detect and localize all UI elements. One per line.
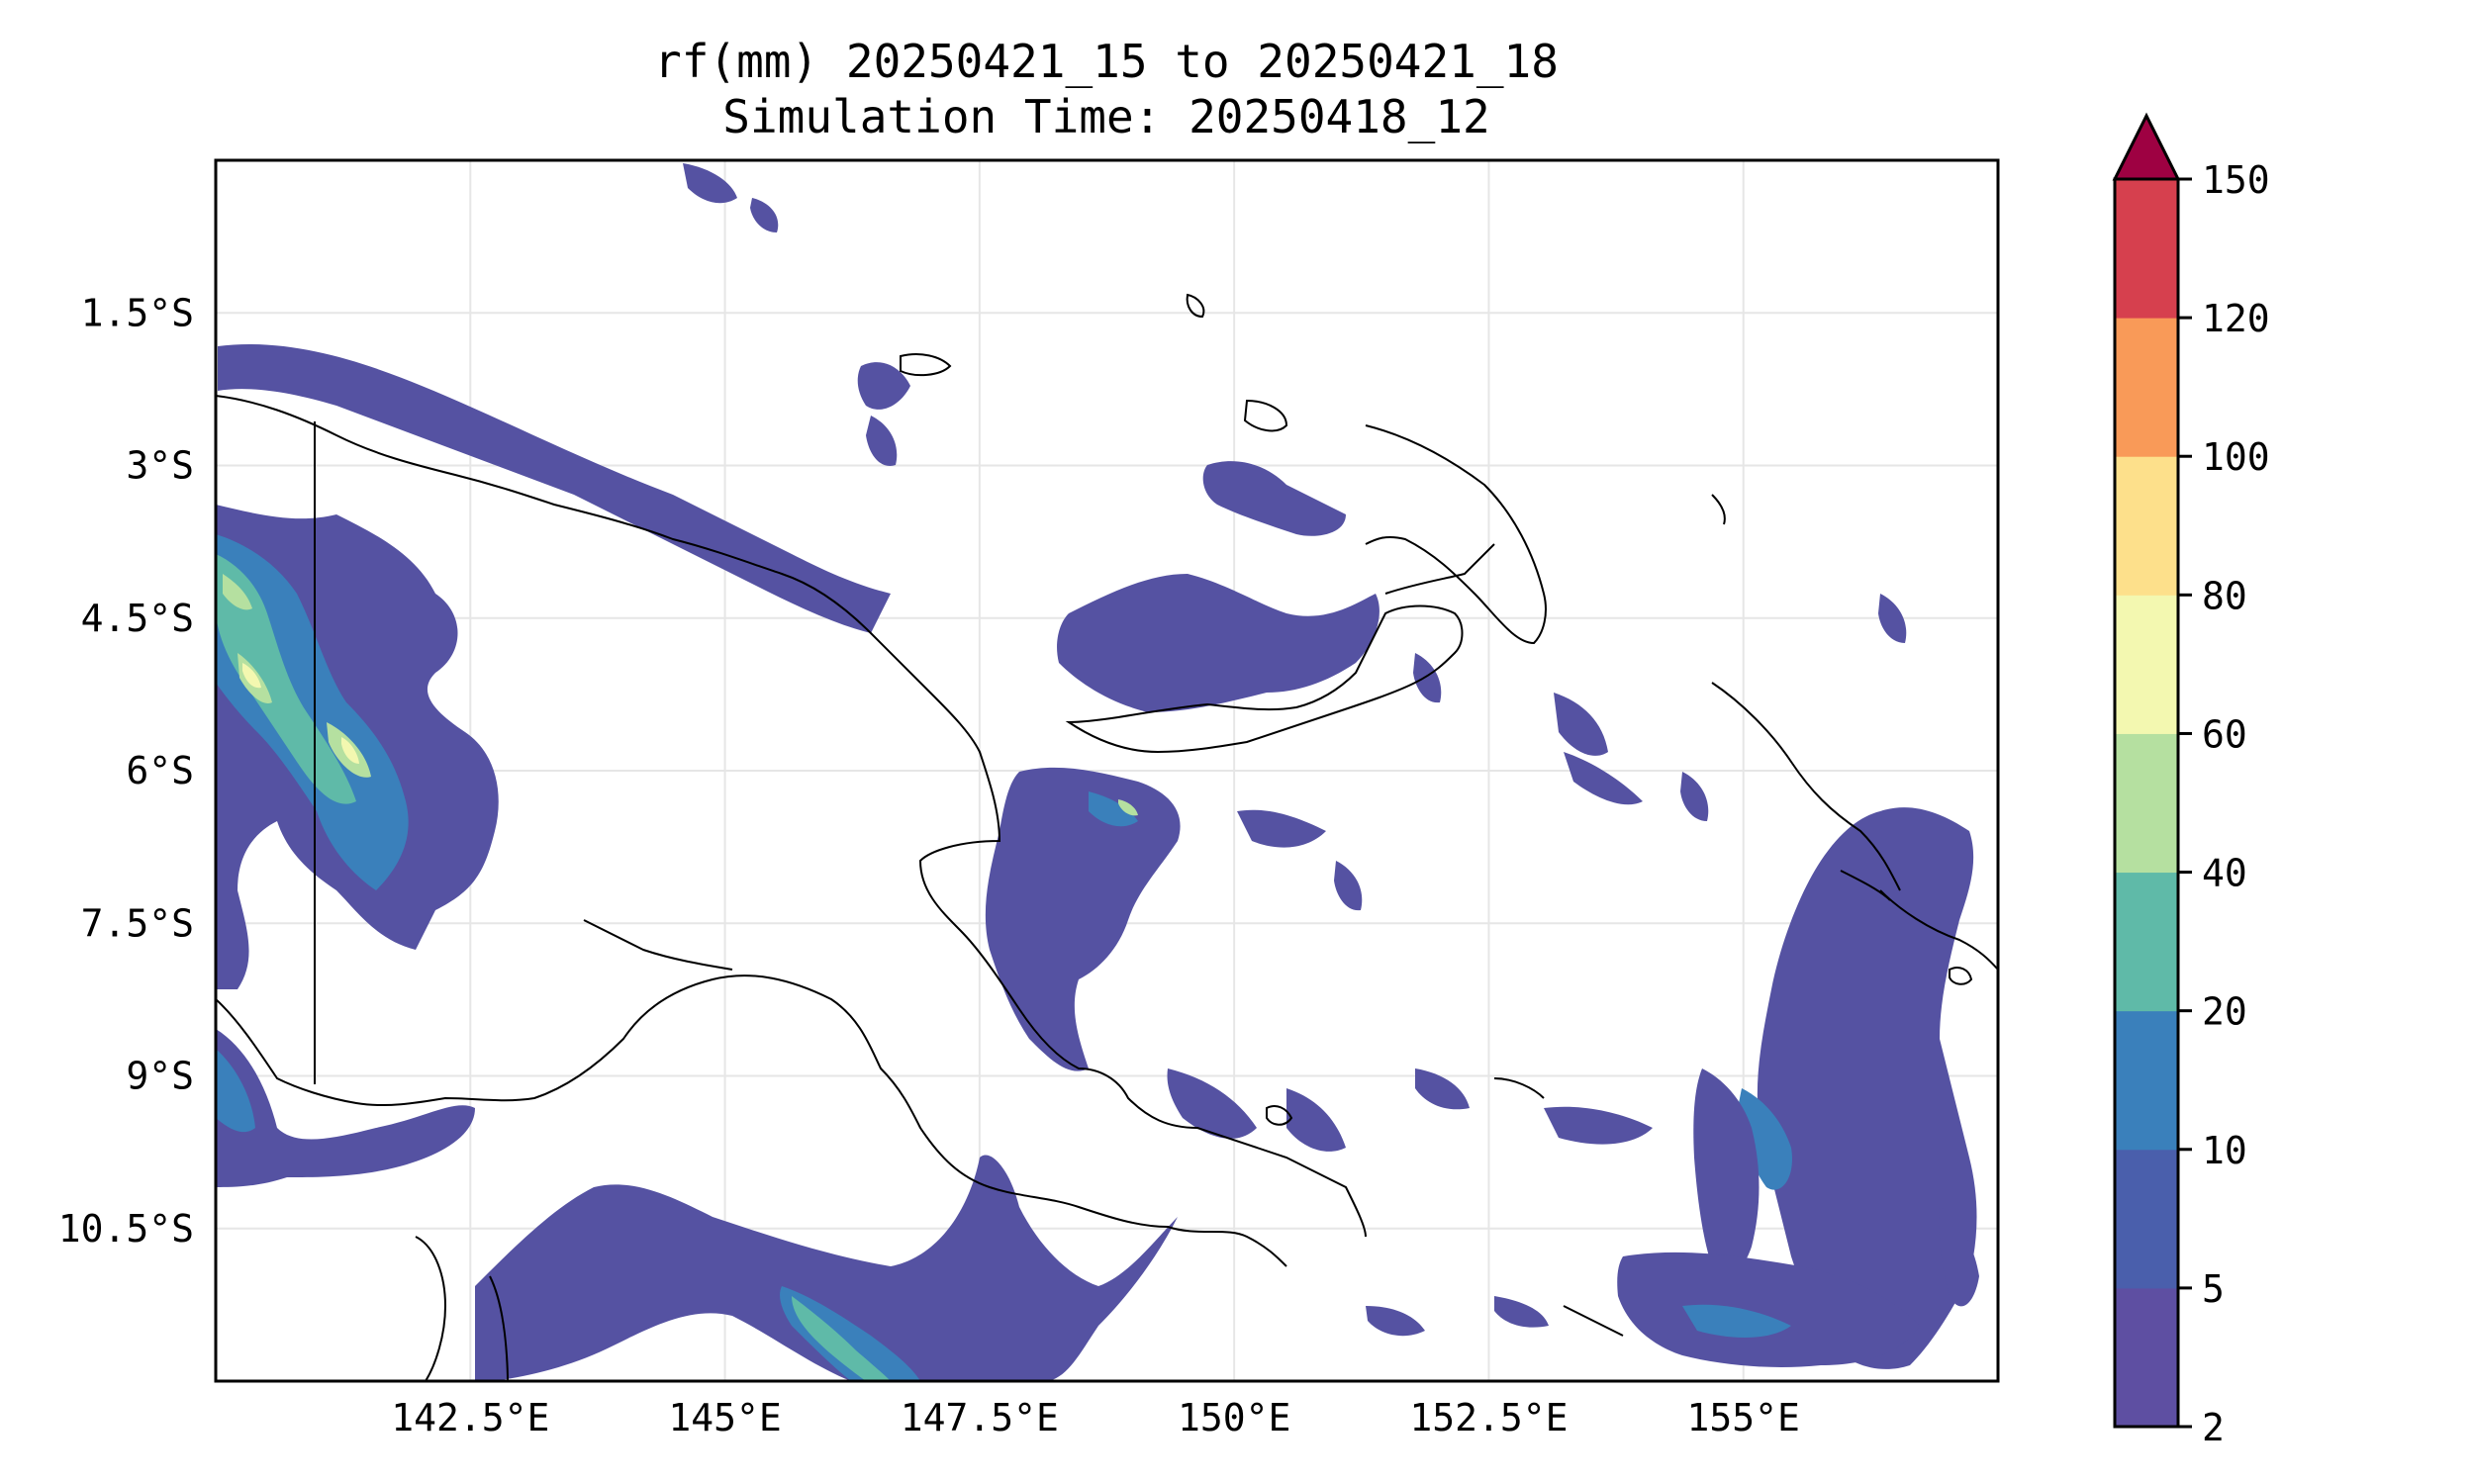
colorbar-tick-label: 100 [2202, 435, 2270, 479]
lat-tick-label: 3°S [126, 444, 194, 488]
coastline [1186, 293, 1205, 319]
rain-area [1617, 1252, 1920, 1367]
lon-tick-label: 152.5°E [1409, 1396, 1568, 1439]
colorbar-segment [2115, 1287, 2178, 1428]
rain-area [780, 1286, 920, 1381]
rain-area [218, 344, 891, 633]
rain-area [857, 362, 910, 466]
colorbar-tick-label: 5 [2202, 1267, 2225, 1311]
coastline [215, 974, 1287, 1267]
lat-tick-label: 10.5°S [58, 1207, 194, 1251]
rain-area [1939, 1207, 1979, 1307]
colorbar-segment [2115, 318, 2178, 457]
colorbar-segment [2115, 1010, 2178, 1151]
rain-area [1057, 574, 1380, 712]
lat-tick-label: 9°S [126, 1055, 194, 1098]
colorbar-tick-label: 150 [2202, 158, 2270, 202]
coastline [1384, 543, 1495, 595]
coastline [415, 1236, 447, 1382]
colorbar-segment [2115, 456, 2178, 596]
coastline [1711, 682, 1901, 891]
map-panel: 1.5°S3°S4.5°S6°S7.5°S9°S10.5°S 142.5°E 14… [58, 158, 2000, 1439]
colorbar-segment [2115, 872, 2178, 1012]
coastline [1879, 889, 1999, 971]
coastline [1840, 870, 1891, 901]
colorbar-tick-labels: 2 5 10 20 40 60 80 100 120 150 [2178, 158, 2270, 1449]
coastline [1243, 399, 1288, 432]
title-line-2: Simulation Time: 20250418_12 [722, 90, 1489, 143]
colorbar-tick-label: 20 [2202, 990, 2247, 1034]
colorbar-tick-label: 10 [2202, 1129, 2247, 1172]
rain-area [216, 1029, 475, 1187]
rain-area [242, 663, 359, 764]
coastline [1365, 424, 1547, 645]
colorbar-frame [2113, 177, 2180, 1429]
lon-tick-label: 142.5°E [391, 1396, 549, 1439]
rain-area [1118, 799, 1138, 816]
rain-area [223, 574, 371, 778]
lon-tick-label: 147.5°E [901, 1396, 1059, 1439]
rain-area [683, 163, 1907, 1337]
colorbar-tick-label: 60 [2202, 712, 2247, 756]
rain-area [216, 1049, 255, 1133]
rain-area [792, 1296, 891, 1381]
rain-area [1757, 807, 1977, 1369]
coastline [583, 919, 733, 971]
longitude-tick-labels: 142.5°E 145°E 147.5°E 150°E 152.5°E 155°E [391, 1396, 1800, 1439]
lat-tick-label: 6°S [126, 749, 194, 792]
coastline [1711, 494, 1726, 525]
colorbar-extend-arrow [2112, 112, 2181, 181]
colorbar: 2 5 10 20 40 60 80 100 120 150 [2112, 112, 2270, 1449]
coastline [1493, 1077, 1545, 1099]
lon-tick-label: 155°E [1687, 1396, 1800, 1439]
colorbar-segment [2115, 595, 2178, 734]
latitude-tick-labels: 1.5°S 3°S 4.5°S 6°S 7.5°S 9°S 10.5°S [58, 291, 194, 1251]
coastline [1266, 1105, 1293, 1126]
coastline [489, 1275, 509, 1382]
lat-tick-label: 1.5°S [81, 291, 194, 334]
coastlines [215, 293, 1999, 1382]
rain-area [1089, 791, 1138, 827]
lat-tick-label: 7.5°S [81, 901, 194, 945]
lon-tick-label: 150°E [1178, 1396, 1290, 1439]
rain-area [985, 767, 1181, 1071]
lat-tick-label: 4.5°S [81, 597, 194, 640]
colorbar-segment [2115, 1149, 2178, 1289]
colorbar-tick-label: 40 [2202, 852, 2247, 895]
colorbar-tick-label: 2 [2202, 1406, 2225, 1449]
coastline [1949, 967, 1973, 985]
colorbar-segment [2115, 179, 2178, 319]
rain-area [1202, 461, 1346, 536]
rain-area [1682, 1304, 1791, 1338]
map-frame [214, 158, 2000, 1383]
coastline [900, 353, 952, 377]
coastline [1065, 604, 1464, 754]
rain-area [1693, 1068, 1760, 1277]
colorbar-tick-label: 120 [2202, 297, 2270, 340]
colorbar-segment [2115, 733, 2178, 874]
coastline [1563, 1305, 1624, 1337]
rain-area [1737, 1088, 1792, 1190]
title-line-1: rf(mm) 20250421_15 to 20250421_18 [654, 35, 1559, 88]
rain-area [475, 1155, 1178, 1381]
colorbar-segments [2115, 179, 2178, 1428]
coastline [215, 395, 1367, 1238]
colorbar-tick-label: 80 [2202, 574, 2247, 617]
rain-area [216, 554, 356, 804]
lon-tick-label: 145°E [668, 1396, 781, 1439]
rainfall-contours [216, 163, 1979, 1381]
